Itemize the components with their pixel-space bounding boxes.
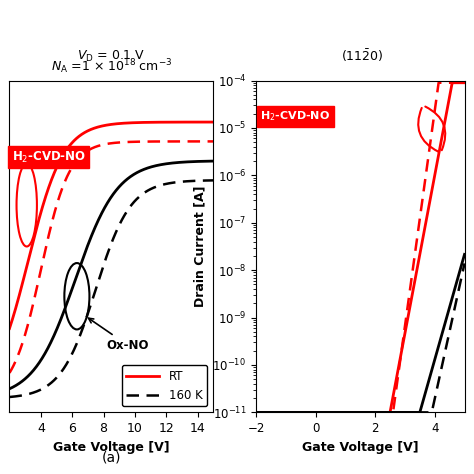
- Y-axis label: Drain Current [A]: Drain Current [A]: [194, 186, 207, 307]
- Text: H$_2$-CVD-NO: H$_2$-CVD-NO: [12, 150, 86, 165]
- X-axis label: Gate Voltage [V]: Gate Voltage [V]: [302, 441, 419, 454]
- Legend: RT, 160 K: RT, 160 K: [122, 365, 208, 407]
- Text: Ox-NO: Ox-NO: [89, 318, 149, 352]
- Text: $N_{\mathrm{A}}$ =1 × 10$^{18}$ cm$^{-3}$: $N_{\mathrm{A}}$ =1 × 10$^{18}$ cm$^{-3}…: [51, 57, 172, 76]
- Text: (11$\bar{2}$0): (11$\bar{2}$0): [341, 47, 384, 64]
- Text: H$_2$-CVD-NO: H$_2$-CVD-NO: [260, 109, 330, 123]
- Text: $V_{\mathrm{D}}$ = 0.1 V: $V_{\mathrm{D}}$ = 0.1 V: [77, 49, 146, 64]
- Text: (a): (a): [101, 450, 121, 465]
- X-axis label: Gate Voltage [V]: Gate Voltage [V]: [53, 441, 170, 454]
